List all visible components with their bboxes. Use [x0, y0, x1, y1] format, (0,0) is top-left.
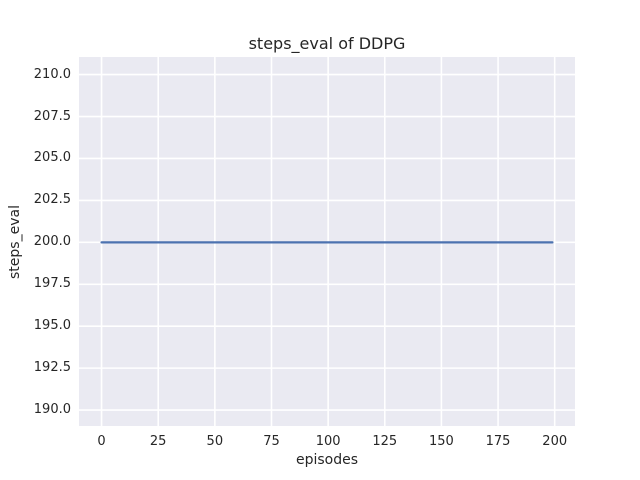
y-tick-label: 190.0 [33, 402, 71, 418]
x-tick-label: 25 [149, 434, 167, 449]
y-axis-label: steps_eval [7, 205, 23, 279]
y-tick-label: 205.0 [33, 150, 71, 166]
plot-svg [79, 57, 575, 426]
chart-title: steps_eval of DDPG [248, 34, 406, 53]
x-tick-label: 75 [263, 434, 280, 449]
x-axis-label: episodes [295, 452, 359, 468]
x-tick-label: 200 [542, 434, 568, 449]
plot-area [79, 57, 575, 426]
x-tick-label: 125 [372, 434, 398, 449]
x-tick-label: 175 [485, 434, 511, 449]
y-tick-label: 195.0 [33, 318, 71, 334]
y-tick-label: 207.5 [33, 108, 71, 124]
x-tick-label: 0 [97, 434, 106, 449]
x-tick-label: 50 [206, 434, 224, 449]
x-tick-label: 150 [429, 434, 454, 449]
y-tick-label: 200.0 [33, 234, 71, 250]
y-tick-label: 192.5 [33, 360, 71, 376]
y-tick-label: 197.5 [33, 276, 71, 292]
y-tick-label: 202.5 [33, 192, 71, 208]
x-tick-label: 100 [315, 434, 341, 449]
y-tick-label: 210.0 [33, 66, 71, 82]
